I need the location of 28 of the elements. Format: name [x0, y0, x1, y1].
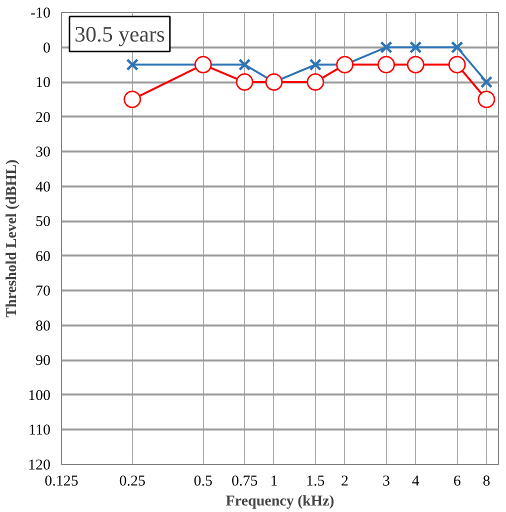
x-tick-label: 0.125 [44, 474, 78, 490]
y-tick-label: 0 [43, 40, 50, 56]
y-tick-label: 60 [36, 248, 50, 265]
x-tick-label: 2 [341, 474, 349, 490]
y-tick-label: 70 [36, 284, 50, 300]
x-tick-label: 4 [412, 474, 420, 490]
y-tick-label: 20 [36, 110, 50, 126]
y-tick-label: 30 [36, 144, 50, 161]
y-tick-label: 40 [36, 179, 50, 196]
y-tick-label: 90 [36, 353, 50, 370]
y-tick-label: 110 [28, 422, 51, 439]
y-tick-label: 10 [36, 75, 50, 92]
x-tick-label: 0.5 [194, 474, 213, 490]
y-tick-label: 100 [28, 388, 50, 404]
x-tick-label: 1.5 [306, 474, 325, 490]
x-tick-label: 6 [453, 474, 462, 490]
annotation: 30.5 years [74, 22, 165, 46]
y-tick-label: 80 [36, 318, 50, 334]
y-tick-label: -10 [30, 6, 51, 22]
x-tick-label: 0.75 [231, 474, 258, 490]
y-axis-title: Threshold Level (dBHL) [4, 159, 20, 318]
y-tick-label: 120 [28, 458, 50, 474]
x-axis-title: Frequency (kHz) [226, 494, 334, 510]
x-tick-label: 0.25 [119, 474, 146, 490]
y-tick-label: 50 [36, 214, 50, 230]
x-tick-label: 8 [482, 474, 490, 490]
x-tick-label: 1 [270, 474, 278, 490]
x-tick-label: 3 [382, 474, 390, 490]
